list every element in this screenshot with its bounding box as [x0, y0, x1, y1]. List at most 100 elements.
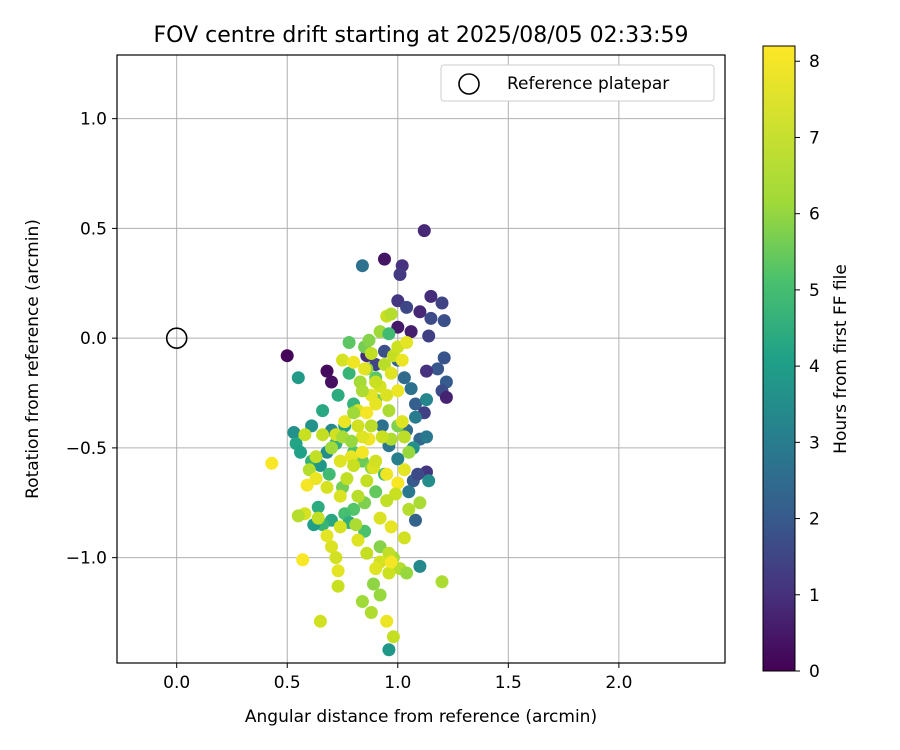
scatter-point	[393, 268, 407, 281]
scatter-point	[378, 358, 391, 371]
x-tick-label: 2.0	[605, 673, 632, 693]
colorbar-tick-label: 1	[809, 586, 820, 606]
scatter-point	[280, 349, 294, 363]
scatter-point	[424, 311, 438, 325]
scatter-point	[420, 393, 433, 407]
scatter-point	[409, 513, 422, 527]
scatter-point	[329, 551, 343, 565]
scatter-point	[402, 445, 416, 459]
scatter-point	[404, 325, 418, 339]
scatter-point	[298, 428, 312, 442]
scatter-point	[369, 485, 383, 499]
scatter-point	[355, 259, 369, 273]
scatter-point	[320, 480, 334, 494]
scatter-point	[333, 489, 347, 503]
scatter-point	[347, 406, 361, 420]
scatter-point	[364, 419, 378, 433]
scatter-point	[378, 252, 391, 266]
scatter-point	[384, 366, 398, 380]
scatter-point	[384, 555, 398, 569]
plot-frame	[116, 54, 726, 664]
scatter-point	[331, 388, 345, 402]
scatter-point	[355, 430, 369, 444]
scatter-point	[437, 351, 451, 365]
scatter-point	[351, 489, 365, 503]
scatter-point	[355, 384, 369, 398]
scatter-point	[435, 575, 449, 589]
scatter-point	[311, 511, 325, 525]
y-axis-ticks: 1.0 0.5 0.0 −0.5 −1.0	[66, 110, 117, 569]
colorbar: 0 1 2 3 4 5 6 7 8 Hours from first FF file	[762, 45, 851, 682]
scatter-point	[333, 520, 347, 534]
scatter-point	[313, 614, 327, 628]
scatter-point	[391, 452, 405, 466]
scatter-point	[413, 305, 427, 319]
scatter-point	[439, 390, 453, 404]
scatter-point	[342, 366, 356, 380]
scatter-point	[325, 540, 338, 554]
scatter-point	[355, 445, 369, 459]
scatter-point	[300, 478, 314, 492]
colorbar-tick-label: 5	[809, 281, 820, 301]
legend-label-reference: Reference platepar	[507, 74, 669, 94]
scatter-point	[287, 426, 301, 439]
scatter-point	[380, 494, 394, 508]
scatter-point	[265, 456, 279, 470]
colorbar-tick-label: 4	[809, 357, 820, 377]
colorbar-tick-label: 8	[809, 52, 820, 72]
scatter-point	[375, 430, 389, 444]
scatter-point	[431, 362, 445, 376]
scatter-point	[349, 518, 363, 532]
scatter-point	[435, 296, 449, 310]
scatter-point	[320, 529, 334, 543]
x-tick-label: 0.5	[274, 673, 301, 693]
scatter-point	[364, 347, 378, 360]
scatter-point	[331, 564, 345, 578]
scatter-point	[413, 559, 427, 573]
scatter-point	[360, 406, 374, 420]
scatter-point	[422, 329, 436, 343]
scatter-point	[380, 614, 394, 628]
colorbar-tick-label: 3	[809, 433, 820, 453]
scatter-point	[322, 467, 336, 481]
scatter-point	[291, 371, 305, 385]
scatter-point	[320, 364, 334, 378]
scatter-point	[362, 333, 376, 347]
scatter-point	[333, 454, 347, 468]
y-tick-label: 0.5	[80, 219, 107, 239]
y-tick-label: −1.0	[66, 549, 107, 569]
scatter-point	[422, 474, 436, 488]
x-tick-label: 1.0	[384, 673, 411, 693]
scatter-point	[364, 606, 378, 619]
scatter-point	[325, 441, 338, 455]
scatter-point	[331, 579, 345, 593]
x-axis-ticks: 0.0 0.5 1.0 1.5 2.0	[163, 663, 632, 693]
y-tick-label: 1.0	[80, 110, 107, 130]
scatter-point	[309, 472, 323, 486]
scatter-point	[367, 577, 380, 591]
scatter-point	[402, 485, 416, 499]
scatter-point	[395, 415, 409, 429]
x-axis-label: Angular distance from reference (arcmin)	[245, 707, 597, 727]
scatter-point	[411, 467, 425, 481]
scatter-point	[302, 463, 316, 477]
scatter-point	[420, 430, 433, 444]
scatter-point	[413, 496, 427, 510]
scatter-point	[400, 300, 414, 314]
scatter-point	[355, 595, 369, 608]
scatter-point	[369, 397, 383, 411]
scatter-point	[316, 404, 330, 418]
scatter-point	[373, 588, 387, 602]
scatter-point	[395, 353, 409, 367]
data-points	[265, 224, 453, 657]
colorbar-tick-label: 0	[809, 662, 820, 682]
scatter-point	[369, 454, 383, 468]
scatter-point	[351, 419, 365, 433]
x-tick-label: 1.5	[495, 673, 522, 693]
colorbar-tick-label: 2	[809, 510, 820, 530]
scatter-point	[384, 307, 398, 321]
scatter-point	[386, 630, 400, 644]
scatter-point	[400, 566, 414, 580]
scatter-point	[342, 336, 356, 349]
scatter-point	[382, 327, 396, 341]
